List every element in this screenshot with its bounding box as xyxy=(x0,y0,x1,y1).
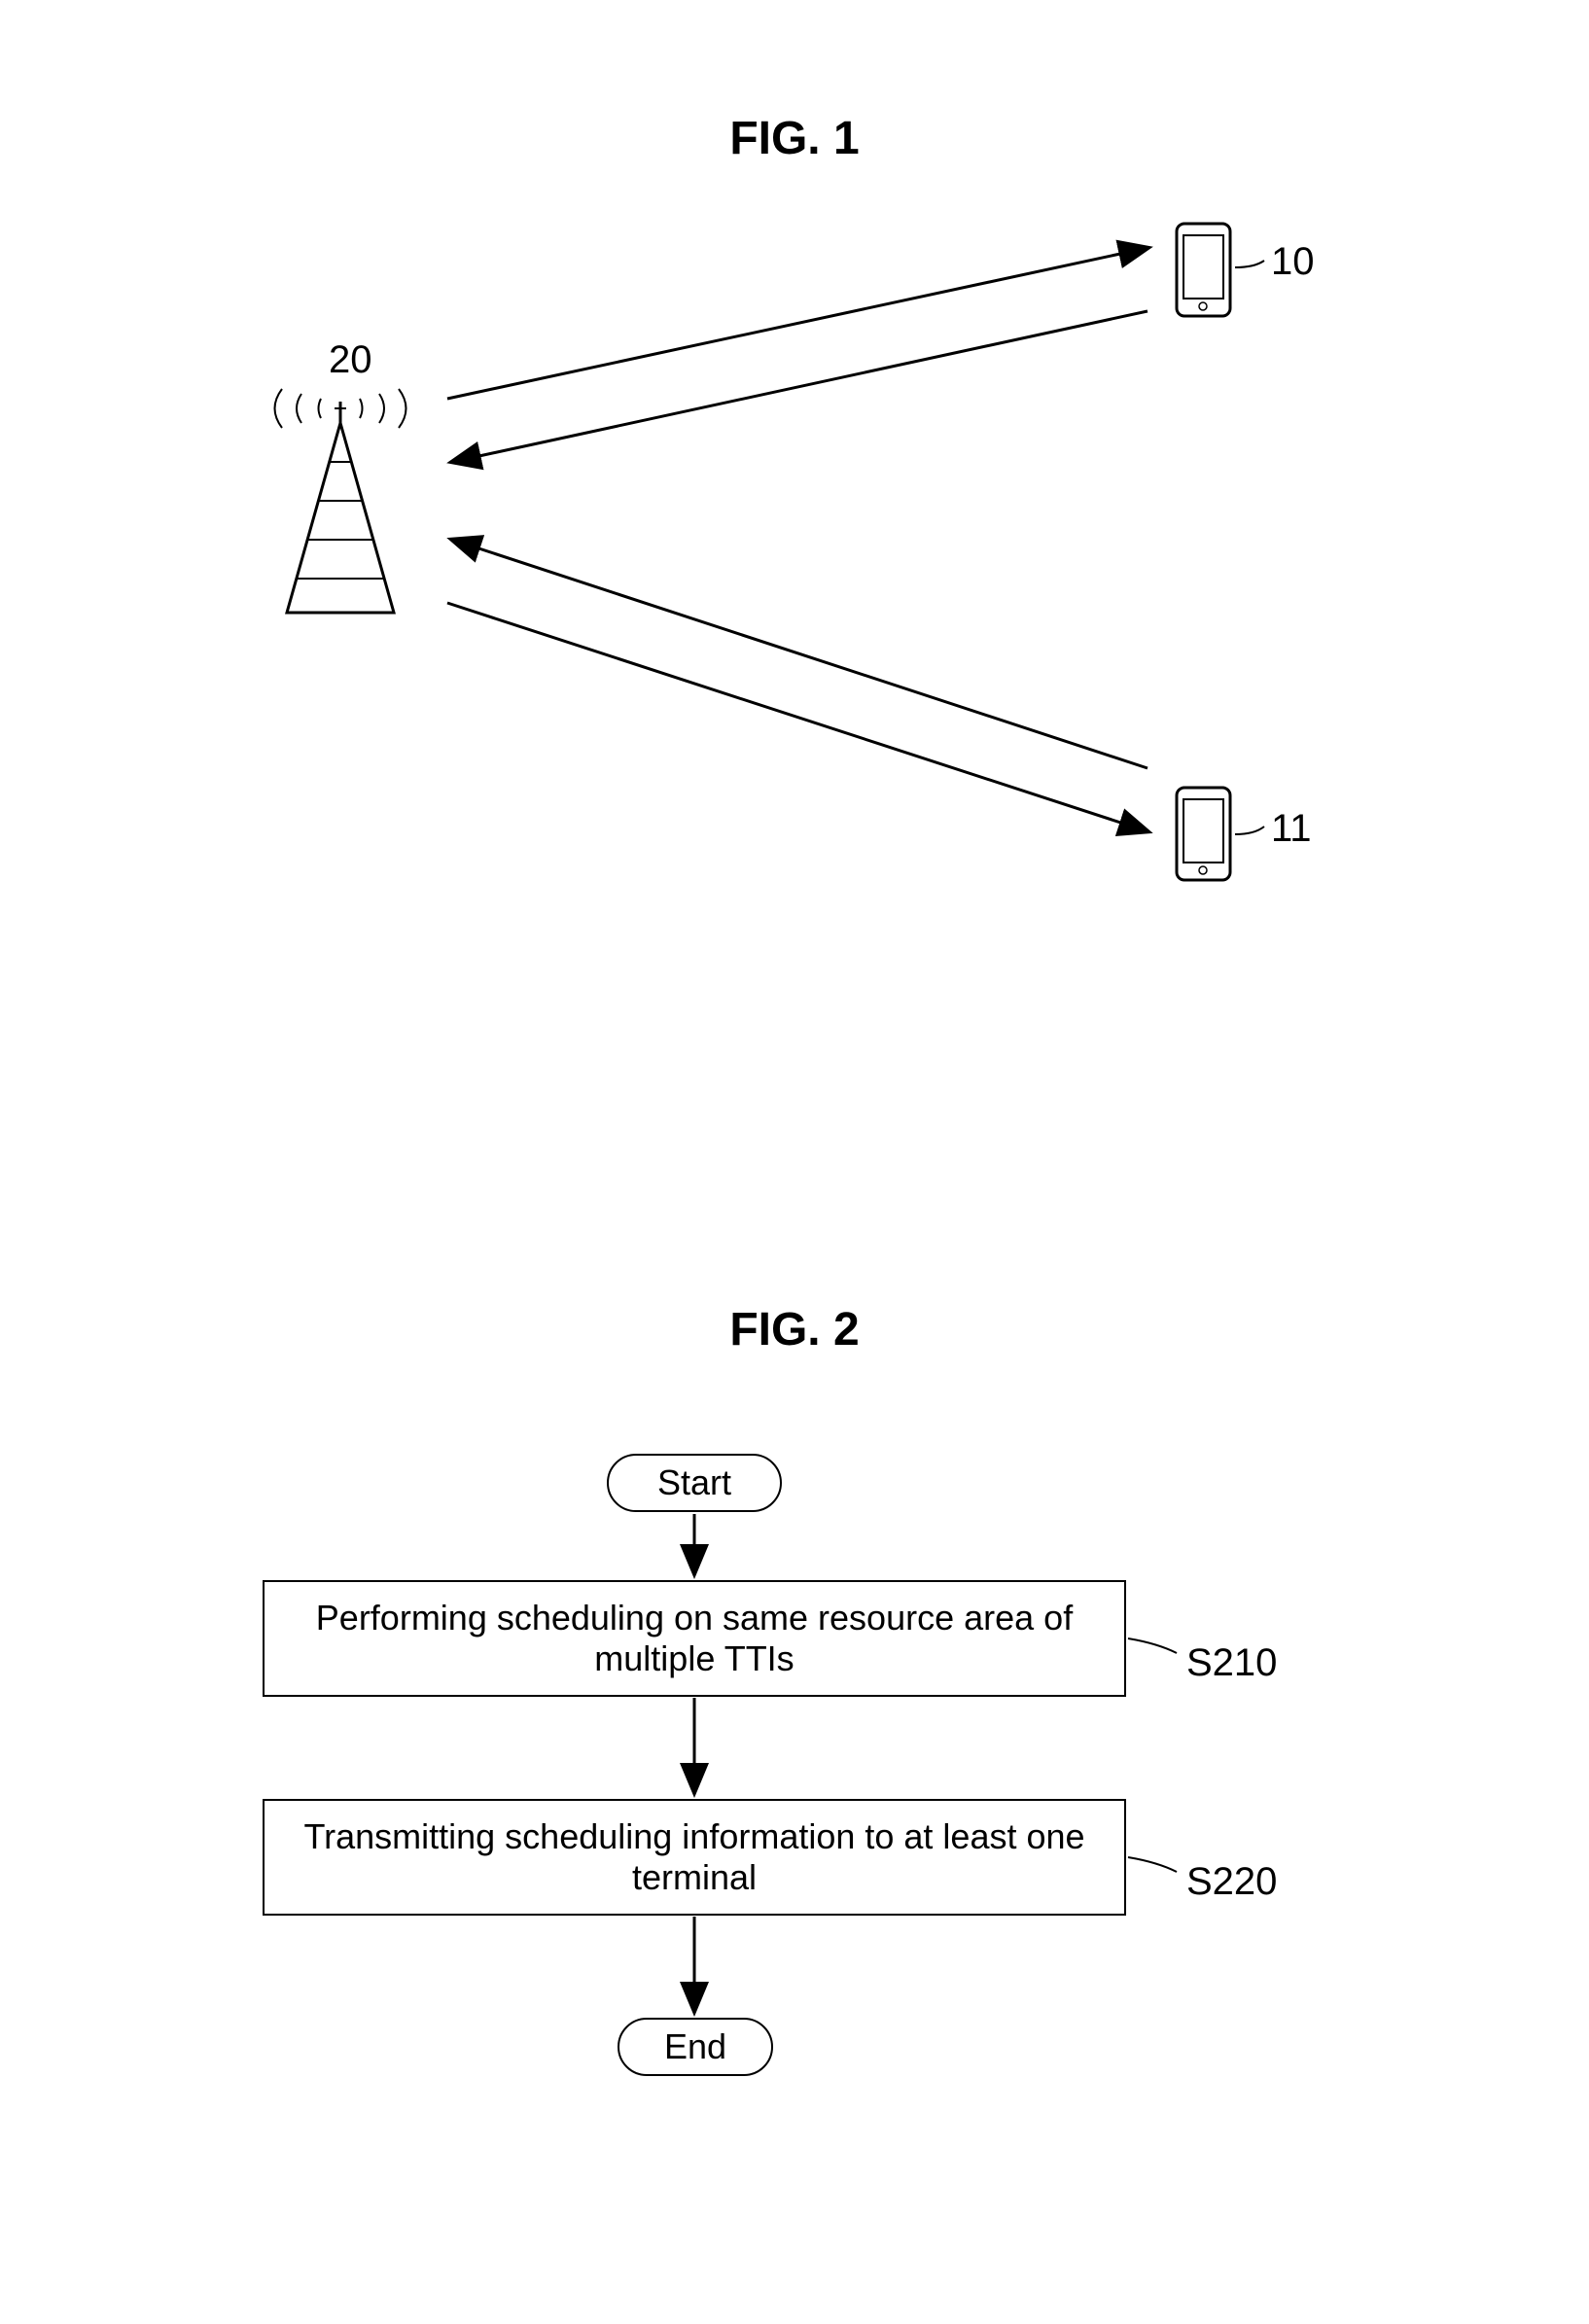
device2-icon xyxy=(1177,788,1230,880)
box1-label: S210 xyxy=(1186,1641,1277,1685)
tower-label: 20 xyxy=(329,338,372,382)
device1-label: 10 xyxy=(1271,240,1315,284)
fig2-title: FIG. 2 xyxy=(0,1303,1589,1356)
cell-tower-icon xyxy=(275,389,406,613)
box2-label: S220 xyxy=(1186,1860,1277,1904)
fig2-arrows xyxy=(0,1449,1589,2324)
device1-icon xyxy=(1177,224,1230,316)
fig1-diagram xyxy=(0,175,1589,1050)
fig1-title: FIG. 1 xyxy=(0,112,1589,165)
device2-label: 11 xyxy=(1271,807,1312,851)
